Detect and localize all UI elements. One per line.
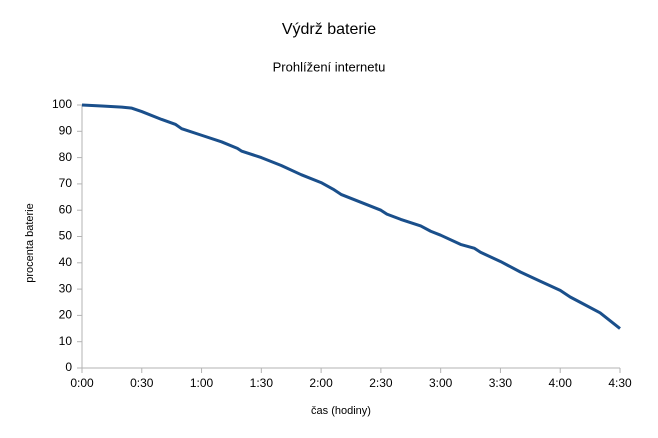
y-tick-label: 10 <box>59 334 73 348</box>
y-tick-label: 0 <box>65 360 72 374</box>
y-tick-label: 20 <box>59 308 73 322</box>
y-tick-label: 50 <box>59 229 73 243</box>
y-tick-label: 100 <box>52 97 72 111</box>
x-tick-label: 1:30 <box>250 376 274 390</box>
x-tick-label: 0:30 <box>130 376 154 390</box>
x-tick-label: 4:30 <box>608 376 632 390</box>
x-tick-label: 2:00 <box>309 376 333 390</box>
y-tick-label: 90 <box>59 123 73 137</box>
x-tick-label: 0:00 <box>70 376 94 390</box>
y-tick-label: 40 <box>59 255 73 269</box>
chart-title: Výdrž baterie <box>282 21 376 38</box>
x-tick-label: 3:00 <box>429 376 453 390</box>
chart-subtitle: Prohlížení internetu <box>273 59 386 74</box>
x-tick-label: 2:30 <box>369 376 393 390</box>
x-tick-label: 1:00 <box>190 376 214 390</box>
y-axis-label: procenta baterie <box>24 203 36 283</box>
x-tick-label: 4:00 <box>549 376 573 390</box>
y-tick-label: 60 <box>59 202 73 216</box>
data-line <box>81 103 621 330</box>
y-tick-label: 70 <box>59 176 73 190</box>
y-tick-label: 80 <box>59 150 73 164</box>
x-axis-label: čas (hodiny) <box>311 405 371 417</box>
y-tick-label: 30 <box>59 281 73 295</box>
x-tick-label: 3:30 <box>489 376 513 390</box>
